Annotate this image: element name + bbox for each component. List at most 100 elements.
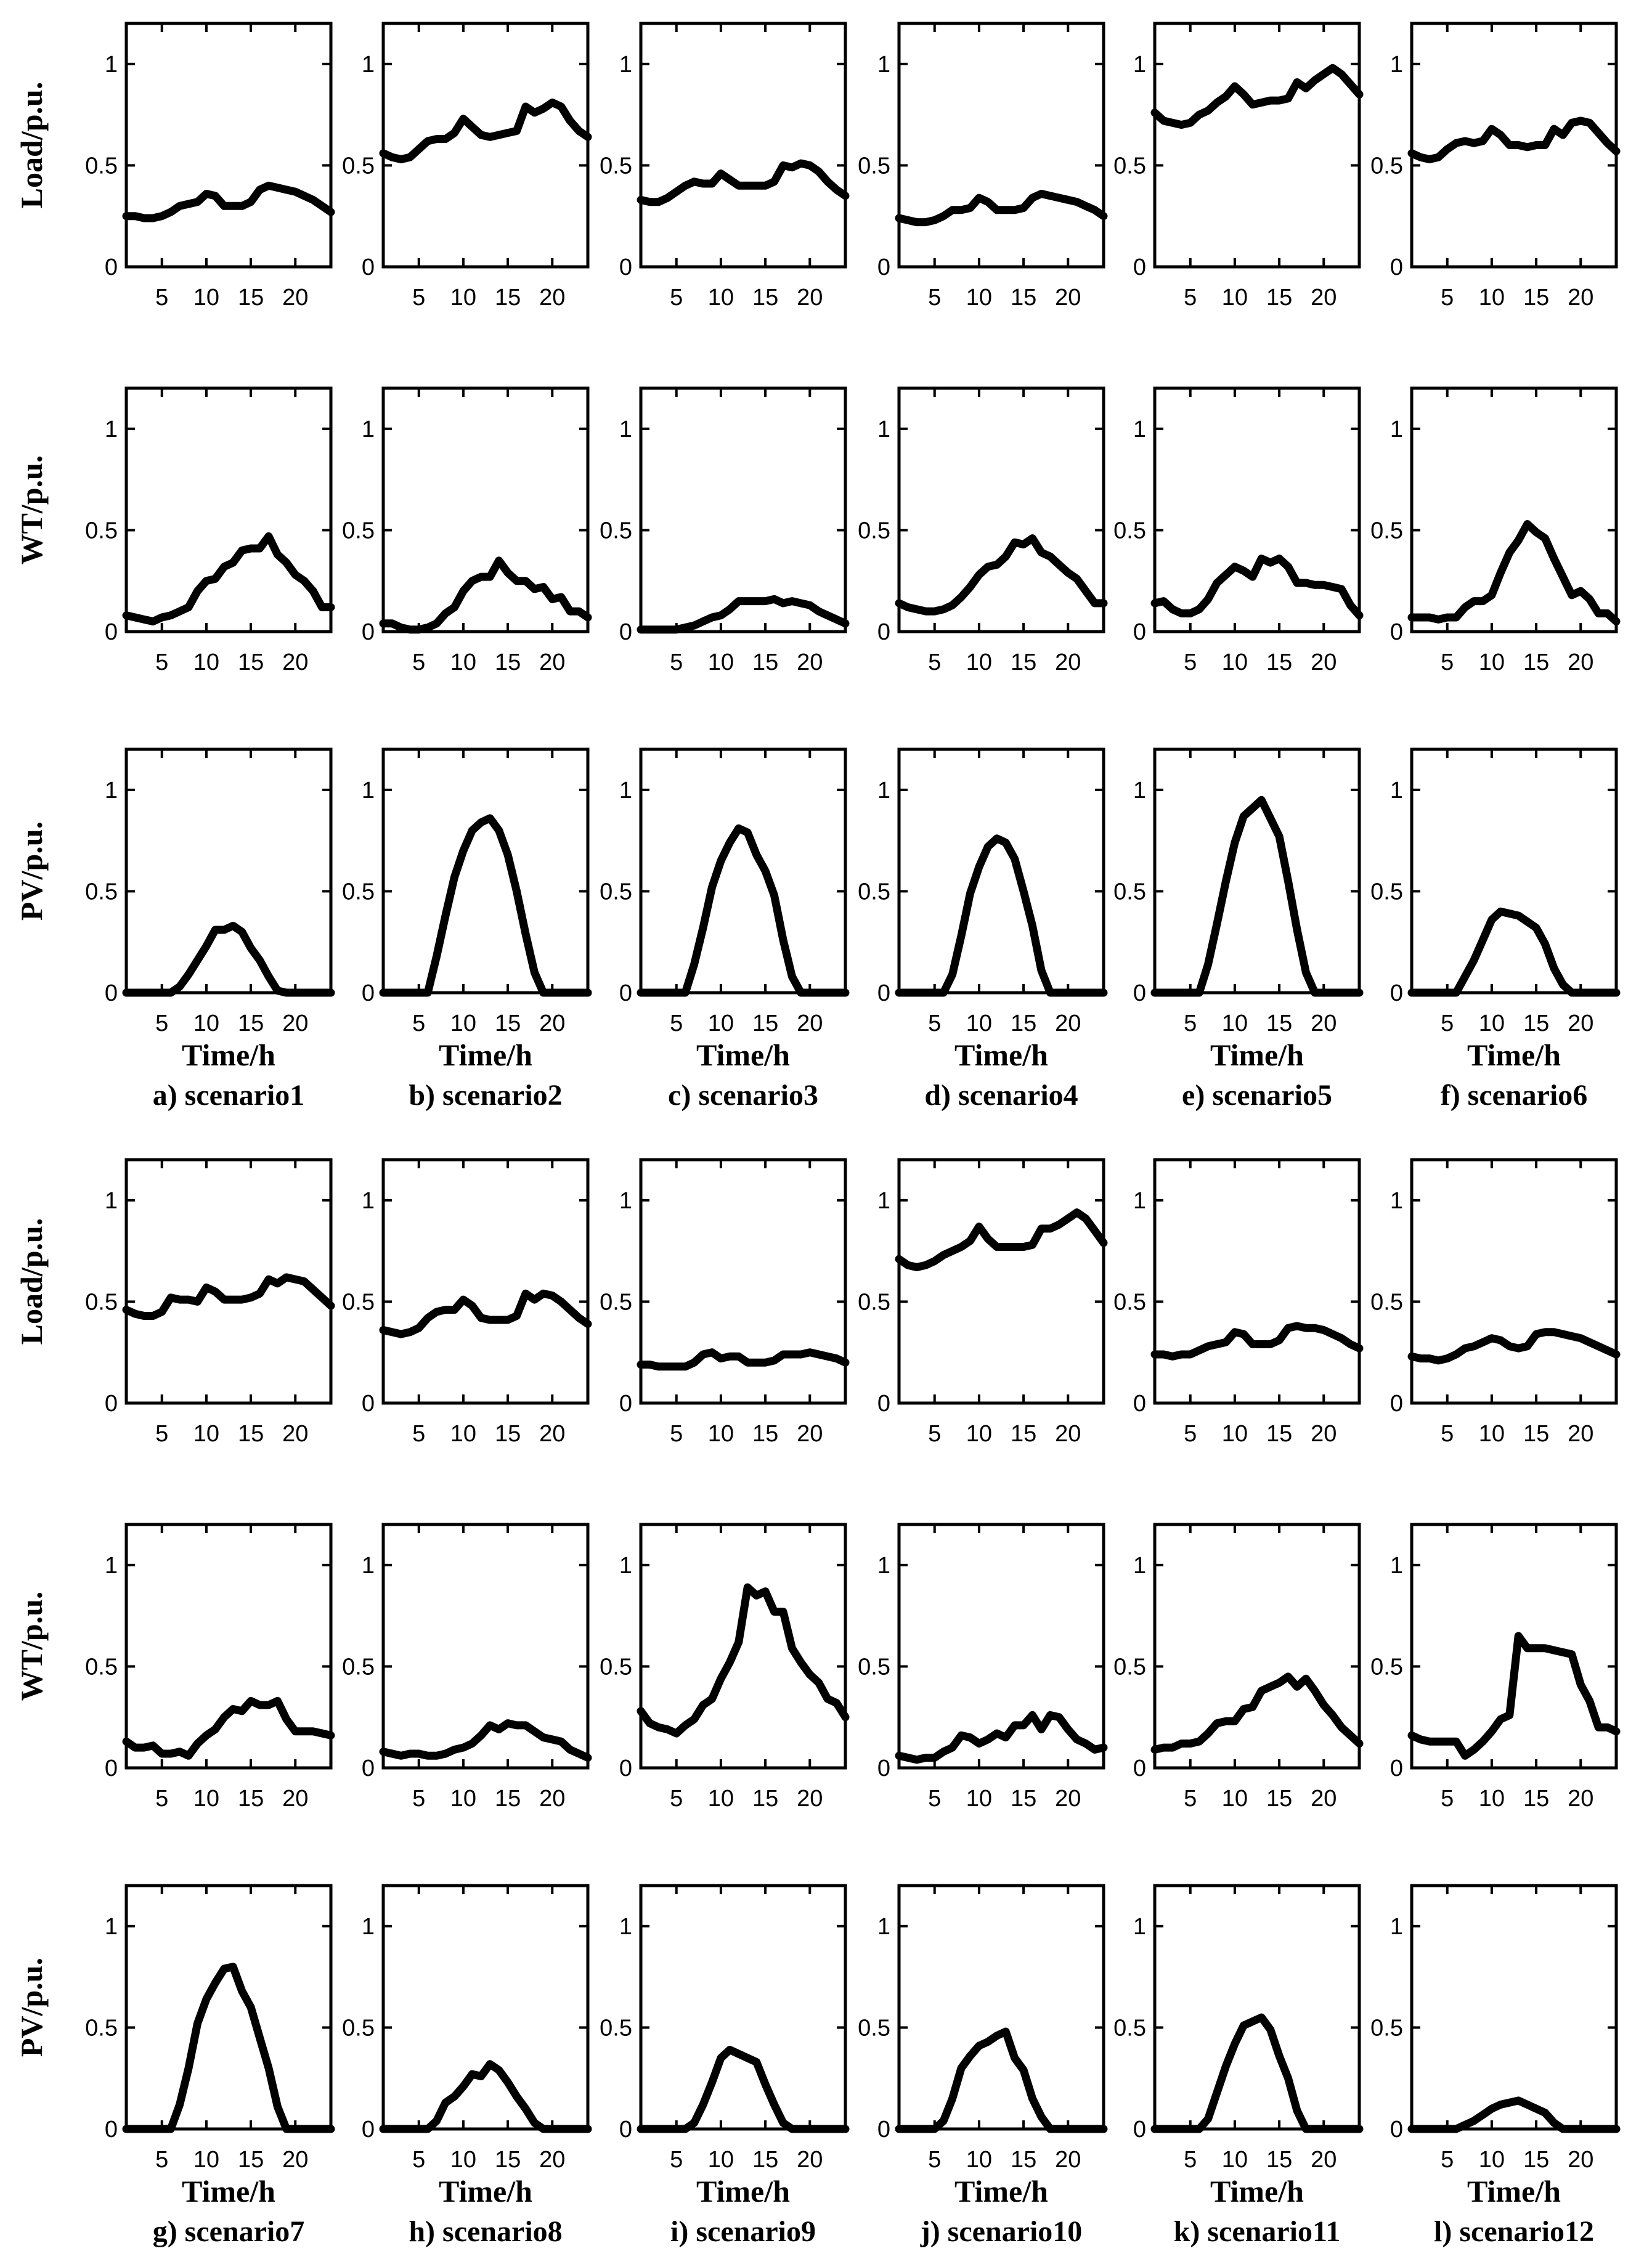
s12-wt-ytick-label: 0.5 bbox=[1370, 1654, 1403, 1680]
s10-pv-xtick-label: 5 bbox=[928, 2147, 941, 2173]
s11-load-xtick-label: 15 bbox=[1266, 1421, 1292, 1447]
s5-wt-ytick-label: 1 bbox=[1133, 417, 1146, 442]
s3-pv-xlabel: Time/h bbox=[696, 1038, 790, 1072]
s10-wt-xtick-label: 20 bbox=[1055, 1786, 1081, 1812]
s3-load-xtick-label: 5 bbox=[670, 285, 683, 311]
s7-pv-xtick-label: 10 bbox=[193, 2147, 219, 2173]
s11-wt-ytick-label: 0.5 bbox=[1113, 1654, 1146, 1680]
s7-load-xtick-label: 10 bbox=[193, 1421, 219, 1447]
s4-pv-xtick-label: 20 bbox=[1055, 1011, 1081, 1036]
s2-load-xtick-label: 15 bbox=[495, 285, 521, 311]
s12-pv-xtick-label: 15 bbox=[1523, 2147, 1549, 2173]
scenario-caption-6: f) scenario6 bbox=[1441, 1079, 1588, 1112]
s9-pv-ytick-label: 0.5 bbox=[600, 2015, 632, 2041]
s6-load-xtick-label: 5 bbox=[1441, 285, 1454, 311]
s5-load-ytick-label: 1 bbox=[1133, 52, 1146, 78]
s7-pv-xtick-label: 15 bbox=[238, 2147, 264, 2173]
s2-wt-xtick-label: 20 bbox=[539, 649, 565, 675]
s4-load-axes-frame bbox=[897, 22, 1105, 269]
s1-load-line bbox=[122, 181, 335, 222]
s11-wt-ytick-label: 1 bbox=[1133, 1553, 1146, 1579]
s2-wt-ytick-label: 1 bbox=[362, 417, 375, 442]
s5-load-xtick-label: 10 bbox=[1222, 285, 1248, 311]
s7-wt-xtick-label: 20 bbox=[282, 1786, 308, 1812]
s4-load-ytick-label: 0.5 bbox=[858, 153, 890, 179]
s10-load-ytick-label: 1 bbox=[877, 1188, 890, 1214]
s8-wt-xtick-label: 15 bbox=[495, 1786, 521, 1812]
s3-load-ytick-label: 1 bbox=[619, 52, 632, 78]
s2-pv-ytick-label: 1 bbox=[362, 778, 375, 804]
s5-load-xtick-label: 15 bbox=[1266, 285, 1292, 311]
s12-wt-axes-frame bbox=[1410, 1523, 1618, 1770]
s2-load-ytick-label: 0 bbox=[362, 254, 375, 280]
s6-pv-ytick-label: 0.5 bbox=[1370, 879, 1403, 905]
s10-wt-xtick-label: 10 bbox=[966, 1786, 992, 1812]
s1-pv-xtick-label: 10 bbox=[193, 1011, 219, 1036]
s12-load-ytick-label: 0 bbox=[1390, 1391, 1403, 1417]
s9-pv-xtick-label: 5 bbox=[670, 2147, 683, 2173]
s1-pv-ylabel: PV/p.u. bbox=[14, 821, 49, 921]
s8-load-xtick-label: 5 bbox=[412, 1421, 425, 1447]
s3-wt-axes-frame bbox=[639, 386, 847, 633]
s12-load-axes-frame bbox=[1410, 1158, 1618, 1405]
s11-pv-ytick-label: 0 bbox=[1133, 2117, 1146, 2143]
s9-wt-axes-frame bbox=[639, 1523, 847, 1770]
s8-pv-ytick-label: 1 bbox=[362, 1914, 375, 1940]
s12-pv-xtick-label: 20 bbox=[1568, 2147, 1593, 2173]
s8-pv-axes-frame bbox=[381, 1884, 590, 2131]
s10-load-xtick-label: 5 bbox=[928, 1421, 941, 1447]
s5-load-xtick-label: 20 bbox=[1311, 285, 1337, 311]
s12-load-xtick-label: 5 bbox=[1441, 1421, 1454, 1447]
s9-pv-ytick-label: 0 bbox=[619, 2117, 632, 2143]
s1-pv-line bbox=[122, 921, 335, 997]
s9-wt-xtick-label: 20 bbox=[797, 1786, 823, 1812]
s12-wt-ytick-label: 1 bbox=[1390, 1553, 1403, 1579]
s7-wt-xtick-label: 15 bbox=[238, 1786, 264, 1812]
s6-wt-xtick-label: 15 bbox=[1523, 649, 1549, 675]
s5-wt-xtick-label: 20 bbox=[1311, 649, 1337, 675]
s4-pv-xlabel: Time/h bbox=[954, 1038, 1048, 1072]
s1-wt-ytick-label: 1 bbox=[105, 417, 118, 442]
s3-pv-xtick-label: 10 bbox=[708, 1011, 734, 1036]
s12-load-xtick-label: 15 bbox=[1523, 1421, 1549, 1447]
s7-pv-line bbox=[122, 1963, 335, 2133]
s6-wt-ytick-label: 0.5 bbox=[1370, 518, 1403, 543]
s6-pv-xtick-label: 5 bbox=[1441, 1011, 1454, 1036]
s11-wt-xtick-label: 10 bbox=[1222, 1786, 1248, 1812]
s5-load-ytick-label: 0 bbox=[1133, 254, 1146, 280]
s6-load-ytick-label: 0.5 bbox=[1370, 153, 1403, 179]
s9-load-line bbox=[637, 1348, 850, 1371]
s5-pv-ytick-label: 0.5 bbox=[1113, 879, 1146, 905]
s1-wt-xtick-label: 15 bbox=[238, 649, 264, 675]
s12-pv-xlabel: Time/h bbox=[1467, 2174, 1561, 2208]
s6-wt-ytick-label: 0 bbox=[1390, 619, 1403, 645]
s1-load-ytick-label: 1 bbox=[105, 52, 118, 78]
s5-load-axes-frame bbox=[1153, 22, 1361, 269]
s4-pv-ytick-label: 0.5 bbox=[858, 879, 890, 905]
s11-load-xtick-label: 10 bbox=[1222, 1421, 1248, 1447]
s7-wt-ytick-label: 1 bbox=[105, 1553, 118, 1579]
s5-wt-ytick-label: 0.5 bbox=[1113, 518, 1146, 543]
s9-pv-axes-frame bbox=[639, 1884, 847, 2131]
s12-pv-ytick-label: 0 bbox=[1390, 2117, 1403, 2143]
s2-load-axes-frame bbox=[381, 22, 590, 269]
s5-wt-xtick-label: 10 bbox=[1222, 649, 1248, 675]
s12-wt-xtick-label: 15 bbox=[1523, 1786, 1549, 1812]
s4-wt-xtick-label: 10 bbox=[966, 649, 992, 675]
s8-load-xtick-label: 20 bbox=[539, 1421, 565, 1447]
s2-wt-line bbox=[379, 556, 592, 634]
s10-pv-xtick-label: 15 bbox=[1011, 2147, 1036, 2173]
s3-pv-axes-frame bbox=[639, 747, 847, 995]
s6-pv-ytick-label: 0 bbox=[1390, 980, 1403, 1006]
s6-pv-line bbox=[1407, 907, 1621, 997]
s6-pv-xtick-label: 20 bbox=[1568, 1011, 1593, 1036]
s3-wt-ytick-label: 0 bbox=[619, 619, 632, 645]
s2-wt-ytick-label: 0 bbox=[362, 619, 375, 645]
s5-wt-axes-frame bbox=[1153, 386, 1361, 633]
s6-pv-xtick-label: 15 bbox=[1523, 1011, 1549, 1036]
s1-wt-xtick-label: 20 bbox=[282, 649, 308, 675]
s12-pv-xtick-label: 10 bbox=[1479, 2147, 1505, 2173]
s1-load-xtick-label: 20 bbox=[282, 285, 308, 311]
s8-wt-ytick-label: 0.5 bbox=[342, 1654, 375, 1680]
s9-pv-xtick-label: 10 bbox=[708, 2147, 734, 2173]
